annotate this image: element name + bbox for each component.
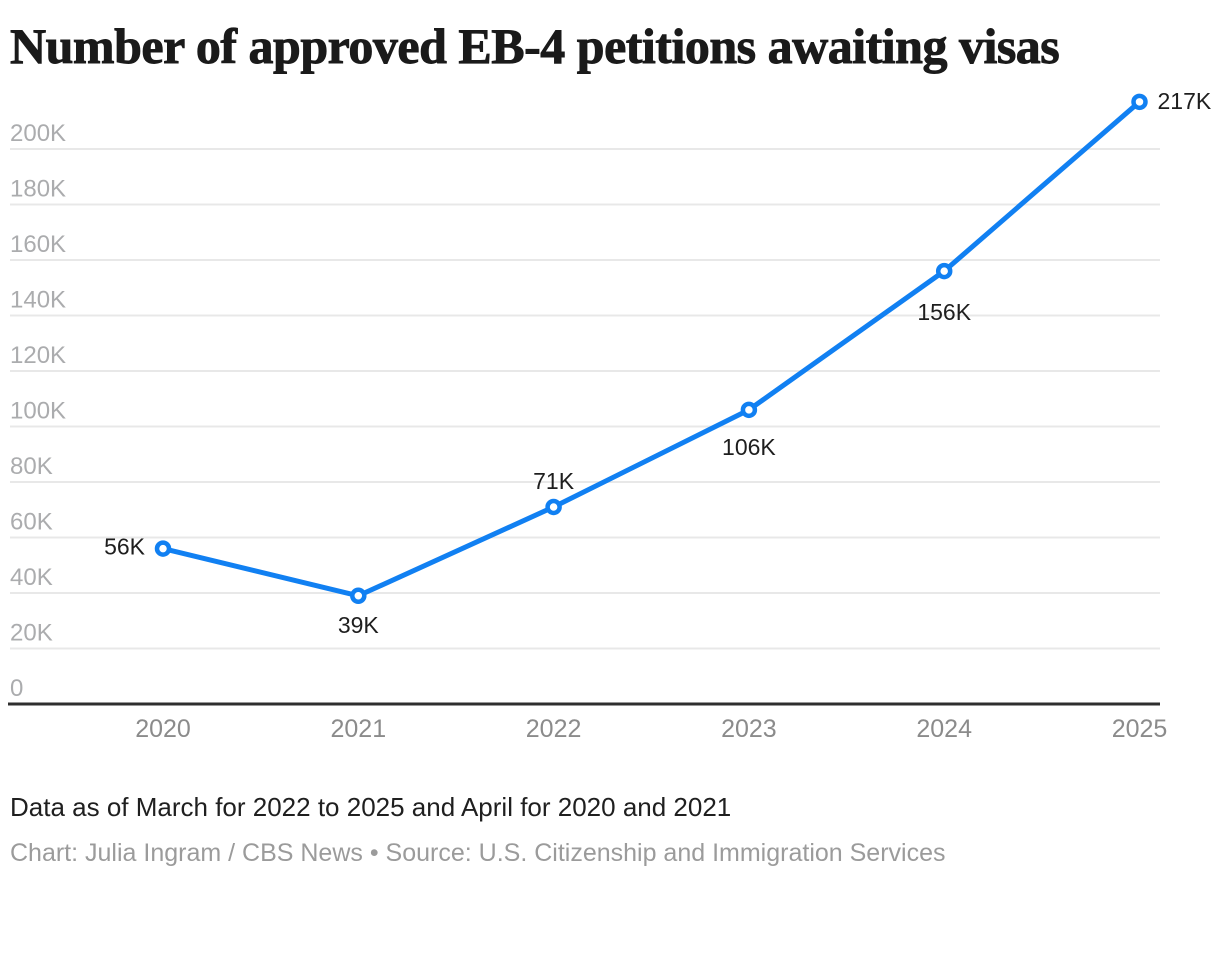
- chart-title: Number of approved EB-4 petitions awaiti…: [10, 18, 1061, 75]
- data-point-label: 217K: [1158, 88, 1212, 114]
- data-point-label: 56K: [104, 534, 146, 560]
- y-axis-tick-label: 40K: [10, 564, 53, 591]
- data-line: [160, 99, 1142, 599]
- data-point: [1131, 93, 1148, 111]
- x-axis-tick-label: 2023: [721, 715, 777, 743]
- data-point: [545, 498, 562, 516]
- chart-note: Data as of March for 2022 to 2025 and Ap…: [10, 792, 732, 822]
- data-point: [350, 587, 367, 605]
- x-axis-tick-label: 2024: [916, 715, 972, 743]
- y-axis-tick-label: 140K: [10, 287, 66, 314]
- y-axis-tick-label: 160K: [10, 231, 66, 258]
- data-point: [154, 540, 172, 557]
- data-point: [740, 401, 758, 419]
- x-axis-tick-label: 2022: [526, 715, 582, 743]
- y-axis-tick-label: 180K: [10, 176, 66, 203]
- data-point: [935, 262, 953, 280]
- x-axis-tick-label: 2020: [135, 715, 191, 743]
- data-point-label: 71K: [533, 468, 575, 494]
- y-axis-tick-label: 100K: [10, 398, 66, 425]
- y-axis-tick-label: 0: [10, 675, 23, 702]
- y-axis-tick-label: 120K: [10, 342, 66, 369]
- y-axis-tick-label: 80K: [10, 453, 53, 480]
- line-chart: 0 20K 40K 60K 80K 100K 120K 140K 160K 180K 200K 202…: [8, 88, 1212, 743]
- x-axis-tick-label: 2025: [1112, 715, 1168, 743]
- y-axis-tick-label: 60K: [10, 509, 53, 536]
- data-point-label: 106K: [722, 434, 776, 460]
- chart-credit: Chart: Julia Ingram / CBS News • Source:…: [10, 839, 946, 867]
- y-axis-tick-label: 20K: [10, 620, 53, 647]
- data-point-label: 156K: [917, 299, 971, 325]
- x-axis-tick-label: 2021: [330, 715, 386, 743]
- y-axis-tick-label: 200K: [10, 120, 66, 147]
- data-point-label: 39K: [338, 612, 380, 638]
